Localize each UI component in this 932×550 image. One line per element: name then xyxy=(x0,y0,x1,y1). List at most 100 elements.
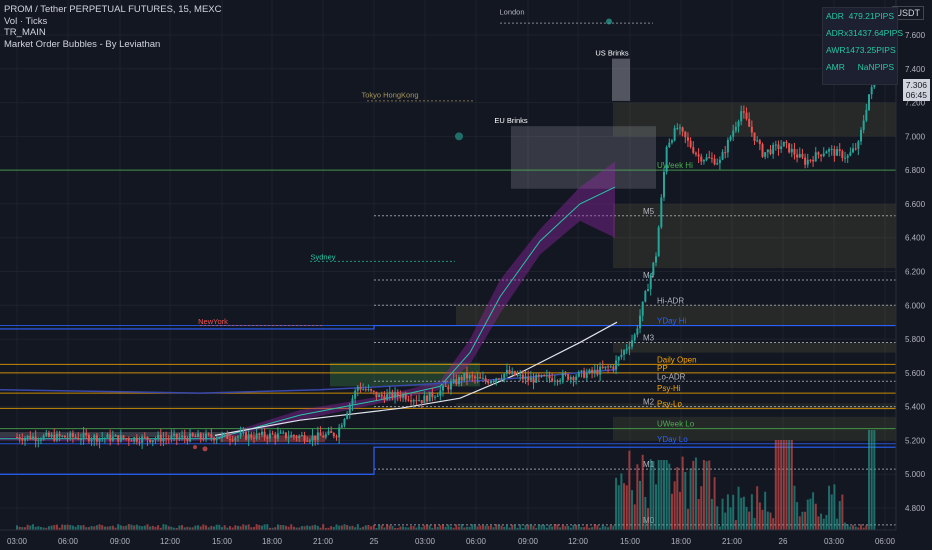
session-label: Sydney xyxy=(310,253,335,262)
candle-body xyxy=(764,152,767,157)
volume-bar xyxy=(465,526,468,530)
candle-body xyxy=(383,396,386,401)
candle-body xyxy=(857,141,860,149)
volume-bar xyxy=(34,526,37,530)
volume-bar xyxy=(434,524,437,530)
volume-bar xyxy=(23,527,26,530)
candle-body xyxy=(639,315,642,329)
volume-bar xyxy=(524,524,527,530)
volume-bar xyxy=(31,524,34,530)
symbol-title: PROM / Tether PERPETUAL FUTURES, 15, MEX… xyxy=(4,4,222,15)
candle-body xyxy=(101,437,104,439)
candle-body xyxy=(103,437,106,439)
volume-bar xyxy=(135,524,138,530)
candle-body xyxy=(844,157,847,159)
volume-bar xyxy=(636,464,639,530)
volume-bar xyxy=(436,526,439,530)
volume-bar xyxy=(356,524,359,530)
volume-bar xyxy=(793,485,796,530)
volume-bar xyxy=(42,527,45,530)
indicator-volume[interactable]: Vol · Ticks xyxy=(4,15,48,27)
volume-bar xyxy=(316,525,319,530)
candle-body xyxy=(399,395,402,398)
candle-body xyxy=(670,140,673,143)
volume-bar xyxy=(772,518,775,530)
volume-bar xyxy=(45,527,48,530)
candle-body xyxy=(210,434,213,438)
level-label: Hi-ADR xyxy=(657,296,684,305)
candle-body xyxy=(239,432,242,437)
price-tick-label: 6.600 xyxy=(905,200,926,209)
candle-body xyxy=(473,376,476,379)
candle-body xyxy=(316,432,319,440)
candle-body xyxy=(170,435,173,439)
volume-bar xyxy=(593,524,596,530)
volume-bar xyxy=(662,460,665,530)
volume-bar xyxy=(159,527,162,530)
candle-body xyxy=(444,385,447,387)
volume-bar xyxy=(122,526,125,530)
candle-body xyxy=(130,440,133,442)
candle-body xyxy=(833,148,836,156)
volume-bar xyxy=(351,525,354,530)
volume-bar xyxy=(471,524,474,530)
candle-body xyxy=(335,436,338,438)
volume-bar xyxy=(183,527,186,530)
volume-bar xyxy=(865,525,868,530)
candle-body xyxy=(694,152,697,155)
level-label: UWeek Lo xyxy=(657,420,695,429)
candle-body xyxy=(258,433,261,435)
volume-bar xyxy=(236,525,239,530)
volume-bar xyxy=(495,524,498,530)
volume-bar xyxy=(378,524,381,530)
chart-legend: PROM / Tether PERPETUAL FUTURES, 15, MEX… xyxy=(4,4,222,50)
volume-bar xyxy=(551,526,554,530)
candle-body xyxy=(183,435,186,439)
volume-bar xyxy=(814,503,817,530)
volume-bar xyxy=(492,527,495,530)
volume-bar xyxy=(29,525,32,530)
candle-body xyxy=(583,370,586,378)
price-tick-label: 6.200 xyxy=(905,268,926,277)
candle-body xyxy=(127,438,130,441)
candle-body xyxy=(678,127,681,129)
volume-bar xyxy=(449,526,452,530)
volume-bar xyxy=(189,527,192,530)
indicator-order-bubbles[interactable]: Market Order Bubbles - By Leviathan xyxy=(4,38,161,50)
candle-body xyxy=(612,366,615,370)
volume-bar xyxy=(801,511,804,530)
candle-body xyxy=(766,149,769,153)
candle-body xyxy=(772,144,775,154)
candle-body xyxy=(676,128,679,130)
candle-body xyxy=(236,436,239,438)
candle-body xyxy=(452,379,455,383)
volume-bar xyxy=(103,526,106,530)
volume-bar xyxy=(756,486,759,530)
candle-body xyxy=(77,437,80,440)
volume-bar xyxy=(215,524,218,530)
candle-body xyxy=(205,433,208,440)
volume-bar xyxy=(308,526,311,530)
candle-body xyxy=(221,434,224,439)
volume-bar xyxy=(231,527,234,530)
volume-bar xyxy=(138,525,141,530)
level-label: UWeek Hi xyxy=(657,161,693,170)
candle-body xyxy=(271,433,274,435)
volume-bar xyxy=(702,459,705,530)
candle-body xyxy=(726,139,729,153)
candle-body xyxy=(111,436,114,441)
volume-bar xyxy=(580,527,583,530)
time-tick-label: 09:00 xyxy=(518,537,539,546)
candle-body xyxy=(303,435,306,441)
indicator-tr-main[interactable]: TR_MAIN xyxy=(4,27,46,38)
volume-bar xyxy=(39,526,42,530)
candle-body xyxy=(492,380,495,382)
volume-bar xyxy=(852,525,855,530)
price-tick-label: 7.200 xyxy=(905,99,926,108)
zone-band xyxy=(456,305,896,326)
zone-band xyxy=(613,342,896,353)
volume-bar xyxy=(652,461,655,530)
candle-body xyxy=(165,438,168,440)
candle-body xyxy=(330,431,333,433)
